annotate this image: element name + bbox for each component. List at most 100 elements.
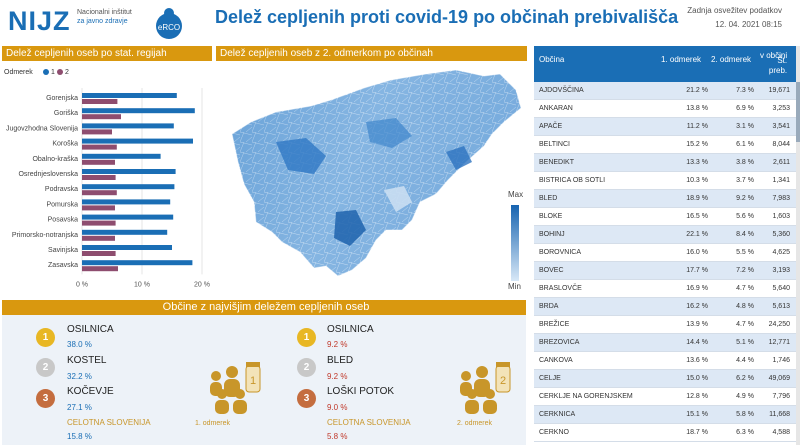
bar-dose2[interactable] [82, 205, 115, 211]
slovenia-municipality-map[interactable] [216, 62, 527, 298]
refresh-label: Zadnja osvežitev podatkov [687, 6, 782, 15]
cell-dose2: 3.8 % [736, 159, 754, 166]
cell-population: 8,044 [772, 141, 790, 148]
category-label: Obalno-kraška [32, 156, 78, 163]
cell-population: 1,746 [772, 357, 790, 364]
dose1-rank1-value: 38.0 % [67, 340, 92, 349]
table-row[interactable]: CERKNICA 15.1 % 5.8 % 11,668 [534, 406, 796, 424]
bar-dose2[interactable] [82, 175, 116, 180]
bar-dose1[interactable] [82, 260, 193, 266]
category-label: Koroška [52, 141, 78, 148]
table-row[interactable]: BELTINCI 15.2 % 6.1 % 8,044 [534, 136, 796, 154]
bar-dose1[interactable] [82, 245, 172, 250]
bar-dose2[interactable] [82, 251, 116, 256]
cell-population: 4,588 [772, 429, 790, 436]
cell-dose2: 6.9 % [736, 105, 754, 112]
rank-3-badge: 3 [297, 389, 316, 408]
cell-dose1: 14.4 % [686, 339, 708, 346]
table-row[interactable]: BRASLOVČE 16.9 % 4.7 % 5,640 [534, 280, 796, 298]
page-title: Delež cepljenih proti covid-19 po občina… [215, 7, 679, 27]
table-row[interactable]: APAČE 11.2 % 3.1 % 3,541 [534, 118, 796, 136]
cell-municipality: BLOKE [539, 213, 563, 220]
cell-population: 1,341 [772, 177, 790, 184]
cell-municipality: AJDOVŠČINA [539, 87, 584, 94]
col-header-municipality[interactable]: Občina [539, 55, 565, 64]
bar-dose1[interactable] [82, 169, 176, 174]
top-municipalities-panel: Občine z najvišjim deležem cepljenih ose… [2, 300, 526, 445]
cell-dose2: 7.2 % [736, 267, 754, 274]
cell-municipality: BREZOVICA [539, 339, 580, 346]
bar-dose2[interactable] [82, 159, 115, 165]
bar-dose1[interactable] [82, 199, 171, 205]
municipality-table[interactable]: Občina 1. odmerek 2. odmerek Št. preb. v… [534, 46, 800, 445]
cell-dose1: 18.7 % [686, 429, 708, 436]
map-legend-min: Min [508, 282, 521, 291]
bar-dose2[interactable] [82, 129, 112, 135]
table-row[interactable]: BOVEC 17.7 % 7.2 % 3,193 [534, 262, 796, 280]
bar-dose2[interactable] [82, 235, 115, 241]
dose1-rank1-name: OSILNICA [67, 324, 114, 335]
bar-dose1[interactable] [82, 184, 175, 190]
table-row[interactable]: BLED 18.9 % 9.2 % 7,983 [534, 190, 796, 208]
rank-2-badge: 2 [297, 358, 316, 377]
bar-dose2[interactable] [82, 144, 117, 150]
header: NIJZ Nacionalni inštitut za javno zdravj… [0, 0, 800, 44]
refresh-info: Zadnja osvežitev podatkov 12. 04. 2021 0… [687, 4, 782, 32]
dose2-slovenia-value: 5.8 % [327, 432, 348, 441]
table-row[interactable]: CERKNO 18.7 % 6.3 % 4,588 [534, 424, 796, 442]
cell-dose1: 13.3 % [686, 159, 708, 166]
bar-dose2[interactable] [82, 190, 117, 196]
region-bar-chart[interactable]: Odmerek 1 20 % 10 % 20 %GorenjskaGoriškaJugo… [2, 62, 212, 298]
bar-dose2[interactable] [82, 114, 121, 120]
cell-dose2: 5.1 % [736, 339, 754, 346]
dose1-slovenia-value: 15.8 % [67, 432, 92, 441]
nijz-logo[interactable]: NIJZ Nacionalni inštitut za javno zdravj… [6, 4, 186, 39]
col-header-dose2[interactable]: 2. odmerek [711, 55, 752, 64]
cell-dose1: 13.6 % [686, 357, 708, 364]
table-row[interactable]: CELJE 15.0 % 6.2 % 49,069 [534, 370, 796, 388]
table-row[interactable]: BRDA 16.2 % 4.8 % 5,613 [534, 298, 796, 316]
bar-dose1[interactable] [82, 108, 195, 114]
col-header-dose1[interactable]: 1. odmerek [661, 55, 702, 64]
cell-municipality: APAČE [539, 123, 563, 130]
cell-dose2: 5.6 % [736, 213, 754, 220]
dose1-rank2-name: KOSTEL [67, 355, 107, 366]
bar-dose1[interactable] [82, 93, 177, 98]
bar-dose1[interactable] [82, 153, 161, 159]
table-row[interactable]: BREŽICE 13.9 % 4.7 % 24,250 [534, 316, 796, 334]
cell-population: 7,796 [772, 393, 790, 400]
map-legend-gradient [511, 205, 519, 281]
cell-population: 5,360 [772, 231, 790, 238]
bar-dose2[interactable] [82, 99, 118, 104]
cell-dose2: 6.1 % [736, 141, 754, 148]
rank-2-badge: 2 [36, 358, 55, 377]
bar-dose1[interactable] [82, 214, 174, 220]
cell-population: 3,193 [772, 267, 790, 274]
table-row[interactable]: BREZOVICA 14.4 % 5.1 % 12,771 [534, 334, 796, 352]
scrollbar-thumb[interactable] [796, 82, 800, 142]
bar-dose2[interactable] [82, 220, 116, 226]
table-row[interactable]: BOROVNICA 16.0 % 5.5 % 4,625 [534, 244, 796, 262]
table-row[interactable]: BENEDIKT 13.3 % 3.8 % 2,611 [534, 154, 796, 172]
bar-dose2[interactable] [82, 266, 118, 272]
cell-municipality: BOVEC [539, 267, 564, 274]
table-row[interactable]: BISTRICA OB SOTLI 10.3 % 3.7 % 1,341 [534, 172, 796, 190]
table-row[interactable]: CANKOVA 13.6 % 4.4 % 1,746 [534, 352, 796, 370]
table-row[interactable]: CERKLJE NA GORENJSKEM 12.8 % 4.9 % 7,796 [534, 388, 796, 406]
table-row[interactable]: BLOKE 16.5 % 5.6 % 1,603 [534, 208, 796, 226]
map-legend-max: Max [508, 190, 524, 199]
category-label: Pomurska [46, 201, 78, 208]
dose2-rank1-value: 9.2 % [327, 340, 348, 349]
table-row[interactable]: AJDOVŠČINA 21.2 % 7.3 % 19,671 [534, 82, 796, 100]
bar-dose1[interactable] [82, 123, 174, 129]
people-vial-1-icon: 1 [210, 362, 261, 414]
table-row[interactable]: BOHINJ 22.1 % 8.4 % 5,360 [534, 226, 796, 244]
table-row[interactable]: ANKARAN 13.8 % 6.9 % 3,253 [534, 100, 796, 118]
bar-dose1[interactable] [82, 138, 193, 144]
bar-dose1[interactable] [82, 229, 168, 235]
col-header-population[interactable]: Št. preb. v občini [760, 51, 787, 75]
table-scrollbar[interactable] [796, 46, 800, 445]
cell-dose1: 16.9 % [686, 285, 708, 292]
logo-sub-line-1: Nacionalni inštitut [77, 9, 132, 16]
top-municipalities-title: Občine z najvišjim deležem cepljenih ose… [2, 300, 526, 315]
